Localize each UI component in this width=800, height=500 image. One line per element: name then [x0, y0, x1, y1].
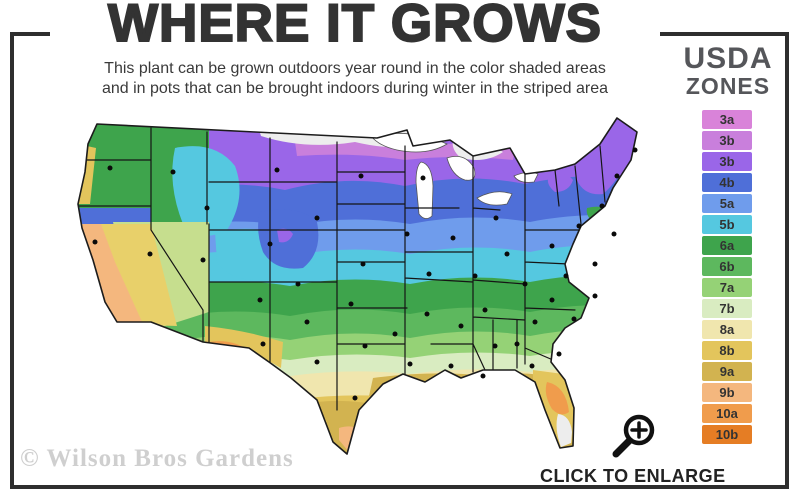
zone-swatch-4b: 4b [702, 173, 752, 192]
zone-swatch-10a: 10a [702, 404, 752, 423]
zone-swatch-8a: 8a [702, 320, 752, 339]
subtitle: This plant can be grown outdoors year ro… [35, 59, 675, 99]
zone-swatch-3b: 3b [702, 131, 752, 150]
zone-swatch-3a: 3a [702, 110, 752, 129]
zone-swatch-6b: 6b [702, 257, 752, 276]
zone-swatch-7a: 7a [702, 278, 752, 297]
click-to-enlarge-button[interactable]: CLICK TO ENLARGE [540, 466, 726, 486]
us-coast-outline [77, 117, 638, 455]
watermark: © Wilson Bros Gardens [20, 445, 294, 472]
city-dots [92, 147, 638, 401]
zone-swatch-9b: 9b [702, 383, 752, 402]
state-borders [78, 127, 606, 411]
magnifier-icon[interactable] [608, 410, 662, 464]
usda-label: USDA [683, 42, 773, 75]
zones-label: ZONES [685, 73, 771, 99]
subtitle-line-2: and in pots that can be brought indoors … [101, 80, 609, 97]
zone-legend-list: 3a 3b 3b 4b 5a 5b 6a 6b 7a 7b 8a 8b 9a 9b 10a 10b [702, 110, 752, 446]
usda-zones-heading: USDA ZONES [678, 44, 778, 99]
zone-swatch-10b: 10b [702, 425, 752, 444]
zone-swatch-7b: 7b [702, 299, 752, 318]
zone-swatch-9a: 9a [702, 362, 752, 381]
zone-swatch-6a: 6a [702, 236, 752, 255]
subtitle-line-1: This plant can be grown outdoors year ro… [104, 60, 606, 77]
zone-swatch-3b: 3b [702, 152, 752, 171]
page-title: WHERE IT GROWS [50, 0, 660, 54]
zone-swatch-5a: 5a [702, 194, 752, 213]
usa-map-graphic [77, 117, 638, 455]
zone-swatch-5b: 5b [702, 215, 752, 234]
zone-swatch-8b: 8b [702, 341, 752, 360]
hardiness-zone-map[interactable] [55, 112, 667, 468]
